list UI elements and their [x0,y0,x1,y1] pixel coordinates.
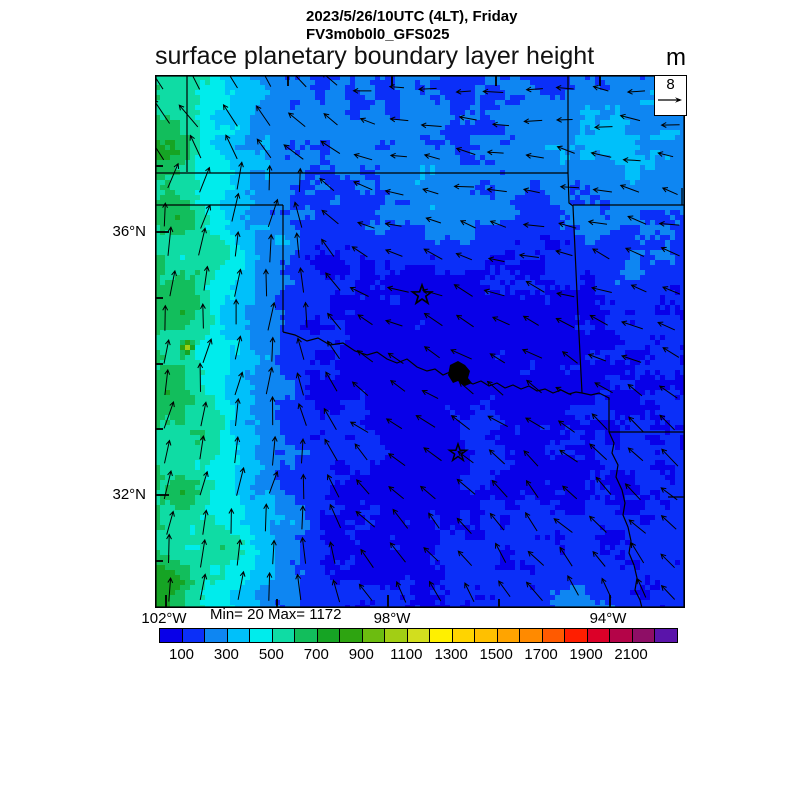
colorbar-tick-label: 900 [348,646,374,663]
colorbar-cell [655,629,677,642]
lat-label-32n: 32°N [112,486,146,503]
colorbar-cell [205,629,228,642]
colorbar-cell [542,629,566,642]
location-star-marker [410,282,434,306]
wind-reference-value: 8 [666,76,675,93]
wind-reference-box: 8 [654,75,687,116]
location-star-marker [447,441,469,463]
colorbar-tick-label: 500 [258,646,284,663]
axis-ticks [155,75,611,608]
colorbar-cell [475,629,498,642]
colorbar-cell [632,629,656,642]
unit-label: m [666,44,686,71]
colorbar-cell [520,629,543,642]
colorbar-tick-label: 300 [213,646,239,663]
colorbar-tick-label: 100 [168,646,195,663]
colorbar-cell [497,629,521,642]
date-title: 2023/5/26/10UTC (4LT), Friday [306,8,518,25]
colorbar [159,628,678,643]
colorbar-cell [182,629,206,642]
colorbar-cell [362,629,386,642]
wind-reference-arrow-icon [658,97,682,103]
page-title: surface planetary boundary layer height [155,42,595,70]
colorbar-cell [430,629,453,642]
colorbar-cell [565,629,588,642]
colorbar-tick-label: 1500 [479,646,513,663]
lat-label-36n: 36°N [112,223,146,240]
colorbar-cell [272,629,296,642]
lon-label-98w: 98°W [373,610,411,627]
colorbar-cell [340,629,363,642]
colorbar-cell [160,629,183,642]
colorbar-cell [250,629,273,642]
colorbar-cell [227,629,251,642]
pbl-height-map [155,75,685,608]
map-canvas [155,75,685,608]
lon-label-94w: 94°W [589,610,627,627]
wind-arrows [155,75,681,603]
colorbar-tick-label: 2100 [614,646,648,663]
colorbar-cell [407,629,431,642]
lake-blob [448,361,472,386]
model-title: FV3m0b0l0_GFS025 [306,26,450,43]
colorbar-cell [587,629,611,642]
colorbar-tick-label: 700 [303,646,329,663]
colorbar-cell [385,629,408,642]
colorbar-cell [452,629,476,642]
minmax-text: Min= 20 Max= 1172 [210,606,342,623]
lon-label-102w: 102°W [141,610,187,627]
colorbar-cell [295,629,318,642]
colorbar-tick-label: 1300 [434,646,468,663]
colorbar-tick-label: 1100 [390,646,423,663]
colorbar-tick-label: 1900 [569,646,603,663]
colorbar-tick-label: 1700 [524,646,558,663]
colorbar-cell [317,629,341,642]
map-border [155,75,685,608]
colorbar-cell [610,629,633,642]
